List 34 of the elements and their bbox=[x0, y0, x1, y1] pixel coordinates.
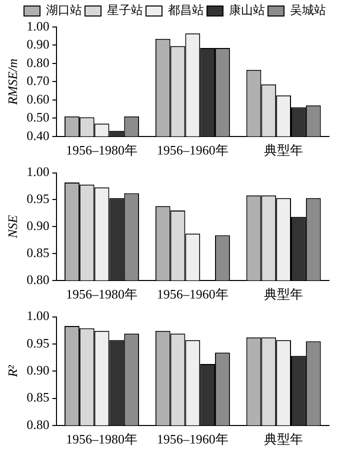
y-tick-label: 0.85 bbox=[26, 244, 50, 260]
y-tick-label: 1.00 bbox=[26, 308, 50, 324]
legend-label: 吴城站 bbox=[290, 3, 326, 18]
y-tick-label: 0.85 bbox=[26, 390, 50, 405]
y-axis-title: R² bbox=[5, 364, 20, 378]
x-tick-label: 1956–1960年 bbox=[156, 432, 228, 447]
y-axis-title: NSE bbox=[5, 214, 20, 240]
y-tick-label: 0.70 bbox=[26, 73, 50, 88]
y-tick-label: 0.90 bbox=[26, 218, 50, 234]
y-tick-label: 0.80 bbox=[26, 272, 50, 287]
x-tick-label: 典型年 bbox=[264, 142, 304, 158]
y-tick-label: 1.00 bbox=[26, 164, 50, 180]
x-tick-label: 1956–1980年 bbox=[66, 432, 138, 447]
legend-label: 星子站 bbox=[107, 3, 143, 18]
y-tick-label: 0.50 bbox=[26, 110, 50, 125]
y-tick-label: 0.80 bbox=[26, 54, 50, 70]
y-tick-label: 1.00 bbox=[26, 18, 50, 34]
legend-label: 湖口站 bbox=[46, 3, 82, 18]
y-tick-label: 0.80 bbox=[26, 416, 50, 432]
x-tick-label: 1956–1960年 bbox=[156, 286, 228, 302]
legend-label: 康山站 bbox=[229, 3, 265, 18]
y-tick-label: 0.90 bbox=[26, 36, 50, 52]
legend-label: 都昌站 bbox=[168, 3, 204, 18]
x-tick-label: 1956–1980年 bbox=[66, 142, 138, 158]
x-tick-label: 典型年 bbox=[264, 286, 304, 302]
y-tick-label: 0.40 bbox=[26, 128, 50, 143]
y-tick-label: 0.95 bbox=[26, 335, 50, 350]
y-tick-label: 0.90 bbox=[26, 362, 50, 378]
x-tick-label: 1956–1980年 bbox=[66, 286, 138, 302]
y-axis-title: RMSE/m bbox=[5, 58, 20, 106]
y-tick-label: 0.60 bbox=[26, 91, 50, 106]
x-tick-label: 1956–1960年 bbox=[156, 142, 228, 158]
y-tick-label: 0.95 bbox=[26, 191, 50, 206]
x-tick-label: 典型年 bbox=[264, 432, 304, 447]
